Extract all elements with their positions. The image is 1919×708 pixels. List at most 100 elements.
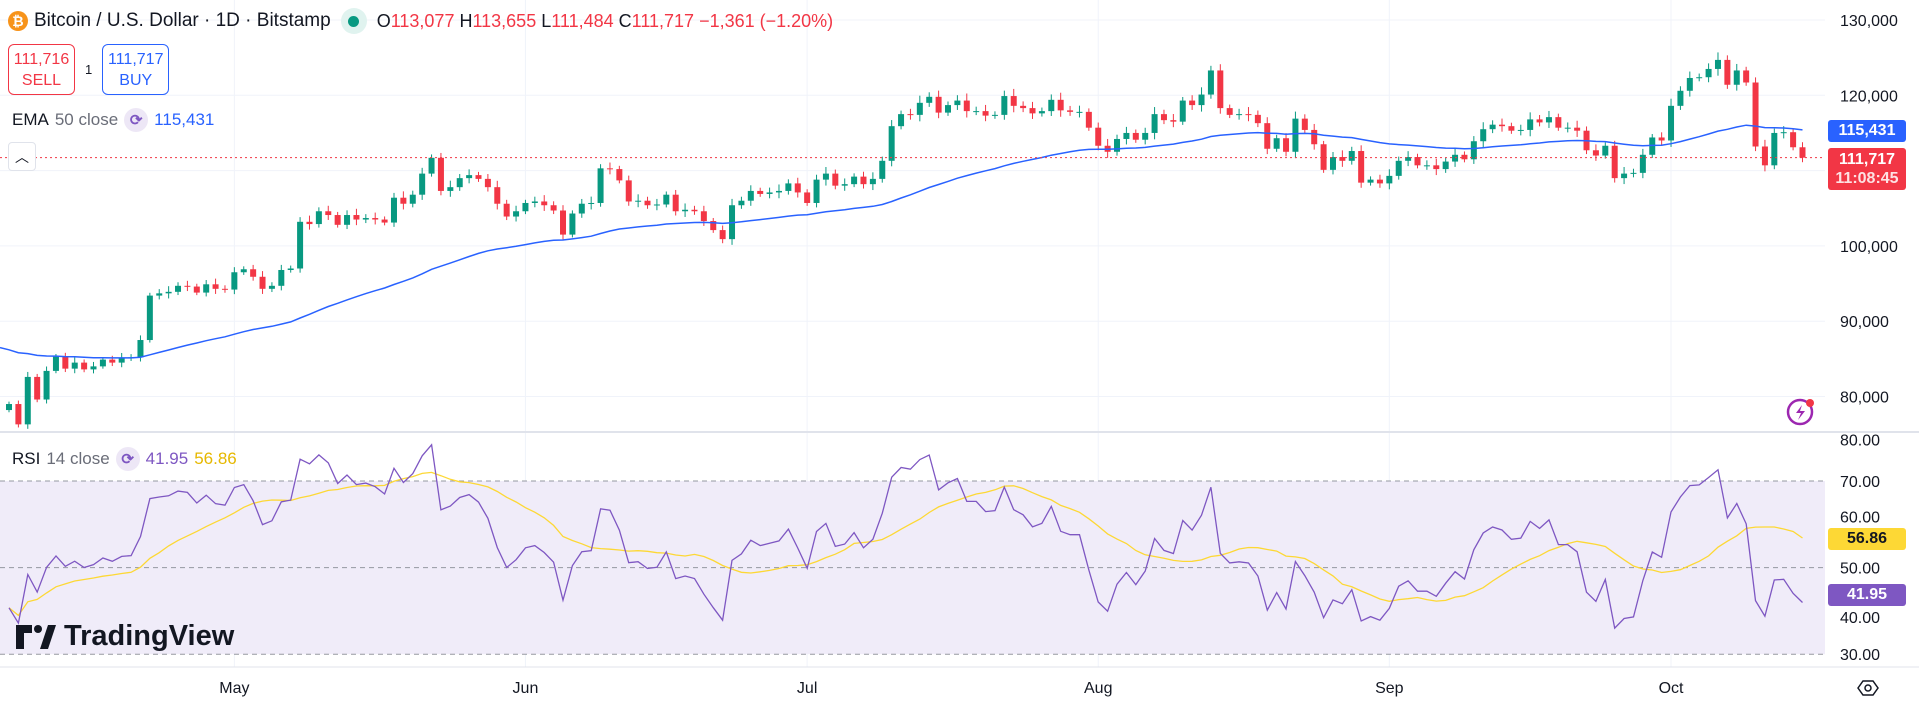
market-open-icon[interactable] [340,8,367,34]
candle-body [1010,96,1017,106]
candle-body [935,96,942,113]
candle-body [466,175,473,179]
quantity[interactable]: 1 [85,62,93,77]
candle-body [710,221,717,231]
candle-body [1705,68,1712,78]
candle-body [1038,111,1045,114]
candle-body [137,340,144,358]
candle-body [757,190,764,194]
candle-body [1714,59,1721,69]
candle-body [982,111,989,116]
rsi-tick: 30.00 [1840,647,1880,664]
candle-body [1339,157,1346,161]
candle-body [447,187,454,191]
candle-body [381,219,388,223]
candle-body [991,114,998,116]
refresh-icon[interactable]: ⟳ [124,108,149,132]
candle-body [231,272,238,290]
candle-body [1179,100,1186,122]
candle-body [419,173,426,195]
candle-body [268,285,275,289]
candle-body [926,96,933,103]
price-tick: 80,000 [1840,390,1889,407]
collapse-legend-button[interactable]: ︿ [8,142,36,171]
ema-price-label: 115,431 [1828,120,1906,142]
candle-body [400,197,407,204]
sell-button[interactable]: 111,716 SELL [8,44,75,95]
candle-body [1668,105,1675,141]
candle-body [6,404,12,411]
candle-body [832,173,839,186]
rsi-tick: 70.00 [1840,474,1880,491]
candle-body [794,183,801,193]
candle-body [672,194,679,212]
candle-body [1348,151,1355,161]
candle-body [569,213,576,235]
candle-body [1470,141,1477,160]
candle-body [1376,179,1383,184]
candle-body [156,293,163,296]
candle-body [24,376,31,425]
candle-body [513,211,520,217]
candle-body [1461,154,1468,160]
candle-body [1724,59,1731,85]
candle-body [597,168,604,203]
candle-body [1076,111,1083,113]
candle-body [775,190,782,193]
candle-body [193,286,200,293]
candle-body [635,200,642,202]
ohlc-values: O113,077 H113,655 L111,484 C111,717 −1,3… [376,10,834,31]
candle-body [503,203,510,217]
candle-body [1790,132,1797,148]
candle-body [43,370,50,400]
candle-body [240,269,247,273]
candle-body [1489,124,1496,130]
candle-body [1114,138,1121,152]
candle-body [1771,132,1778,166]
candle-body [1048,99,1055,112]
candle-body [109,359,116,363]
candle-body [860,176,867,185]
candle-body [531,201,538,203]
candle-body [334,215,341,225]
candle-body [1311,129,1318,145]
rsi-ma-label: 56.86 [1828,528,1906,550]
candle-body [1001,96,1008,115]
candle-body [409,194,416,204]
time-tick: May [219,680,249,697]
candle-body [1029,108,1036,114]
candle-body [1452,154,1459,162]
candle-body [146,295,153,341]
candle-body [1423,165,1430,167]
candle-body [15,404,22,425]
candle-body [1499,124,1506,127]
candle-body [1236,114,1243,116]
candle-body [1132,132,1139,140]
time-tick: Aug [1084,680,1112,697]
refresh-icon[interactable]: ⟳ [115,447,140,471]
candle-body [841,184,848,186]
rsi-line [8,443,1803,630]
candle-body [1367,179,1374,183]
candle-body [1386,175,1393,184]
candle-body [1283,138,1290,152]
candle-body [1780,132,1787,134]
rsi-ma-value: 56.86 [194,449,237,468]
rsi-legend[interactable]: RSI 14 close ⟳ 41.95 56.86 [12,447,237,471]
symbol-title[interactable]: Bitcoin / U.S. Dollar · 1D · Bitstamp [34,10,331,31]
time-tick: Oct [1659,680,1684,697]
candle-body [804,192,811,203]
candle-body [606,168,613,170]
candle-body [306,221,313,225]
buy-button[interactable]: 111,717 BUY [102,44,170,95]
settings-eye-icon[interactable] [1857,680,1879,696]
candle-body [297,221,304,269]
candle-body [700,211,707,222]
lightning-assistant-icon[interactable] [1786,398,1814,426]
candle-body [475,175,482,179]
time-tick: Sep [1375,680,1404,697]
candle-body [1733,70,1740,85]
tradingview-logo[interactable]: TradingView [16,620,234,653]
ema-legend[interactable]: EMA 50 close ⟳ 115,431 [12,108,214,132]
